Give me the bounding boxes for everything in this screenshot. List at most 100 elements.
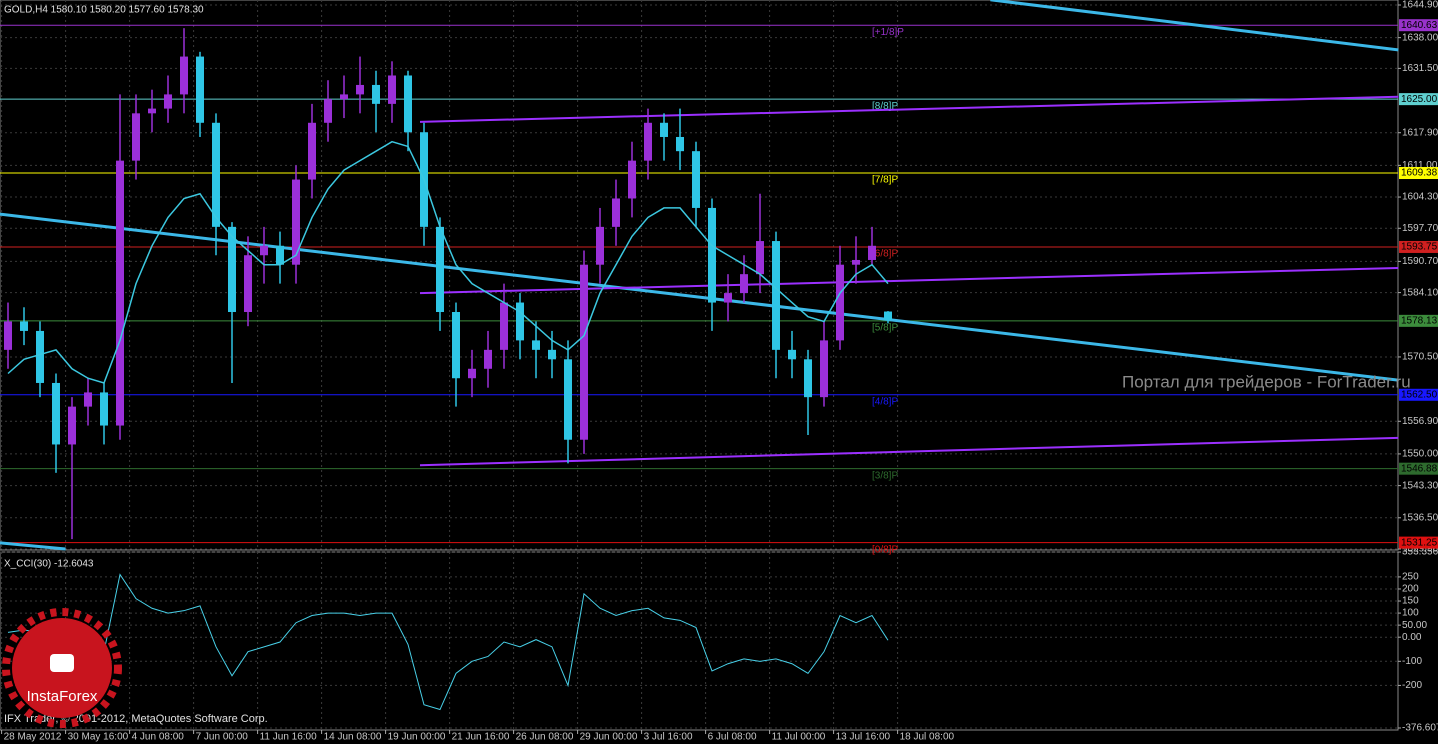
candle-body bbox=[468, 368, 476, 379]
candle-body bbox=[692, 151, 700, 208]
candle-body bbox=[564, 359, 572, 440]
candle-body bbox=[452, 312, 460, 379]
candle-body bbox=[820, 340, 828, 398]
y-tick-label: 1550.00 bbox=[1402, 449, 1438, 460]
candle-body bbox=[148, 108, 156, 114]
candle-body bbox=[580, 264, 588, 440]
y-tick-label: 0.00 bbox=[1402, 632, 1422, 643]
grid bbox=[0, 0, 1398, 730]
candle-body bbox=[676, 136, 684, 152]
chart-header: GOLD,H4 1580.10 1580.20 1577.60 1578.30 bbox=[4, 5, 204, 16]
level-price-label: 1625.00 bbox=[1401, 94, 1438, 105]
candle-body bbox=[132, 113, 140, 161]
candle-body bbox=[164, 94, 172, 109]
x-tick-label: 7 Jun 00:00 bbox=[196, 732, 249, 743]
y-tick-label: 1543.30 bbox=[1402, 480, 1438, 491]
level-price-label: 1546.88 bbox=[1401, 463, 1438, 474]
x-tick-label: 11 Jul 00:00 bbox=[772, 732, 826, 743]
candle-body bbox=[116, 160, 124, 426]
level-price-box bbox=[1399, 167, 1438, 180]
candle-body bbox=[724, 293, 732, 303]
candle-body bbox=[228, 226, 236, 313]
level-label: [8/8]P bbox=[872, 101, 898, 112]
y-tick-label: -200 bbox=[1402, 680, 1422, 691]
candle-body bbox=[308, 122, 316, 180]
x-tick-label: 11 Jun 16:00 bbox=[260, 732, 318, 743]
level-price-box bbox=[1399, 314, 1438, 327]
y-tick-label: 1604.30 bbox=[1402, 192, 1438, 203]
y-tick-label: 1644.90 bbox=[1402, 0, 1438, 11]
candle-body bbox=[196, 56, 204, 123]
candle-body bbox=[372, 84, 380, 104]
y-tick-label: 1590.70 bbox=[1402, 256, 1438, 267]
y-tick-label: 100 bbox=[1402, 608, 1419, 619]
candle-body bbox=[356, 84, 364, 95]
x-tick-label: 4 Jun 08:00 bbox=[132, 732, 185, 743]
candle-body bbox=[84, 392, 92, 407]
y-tick-label: 1584.10 bbox=[1402, 287, 1438, 298]
x-tick-label: 14 Jun 08:00 bbox=[324, 732, 382, 743]
candle-body bbox=[36, 330, 44, 383]
x-tick-label: 13 Jul 16:00 bbox=[836, 732, 891, 743]
trendline bbox=[990, 0, 1399, 52]
candle-body bbox=[500, 302, 508, 350]
candle-body bbox=[772, 241, 780, 350]
level-label: [0/8]P bbox=[872, 544, 898, 555]
candle-body bbox=[740, 274, 748, 294]
candle-body bbox=[324, 99, 332, 123]
level-price-label: 1609.38 bbox=[1401, 168, 1438, 179]
watermark: Портал для трейдеров - ForTrader.ru bbox=[1122, 372, 1411, 391]
x-tick-label: 21 Jun 16:00 bbox=[452, 732, 510, 743]
level-price-label: 1578.13 bbox=[1401, 315, 1438, 326]
y-tick-label: 1570.50 bbox=[1402, 352, 1438, 363]
level-price-box bbox=[1399, 388, 1438, 401]
candle-body bbox=[68, 406, 76, 445]
level-price-label: 1640.63 bbox=[1401, 20, 1438, 31]
candle-body bbox=[660, 122, 668, 137]
level-label: [+1/8]P bbox=[872, 27, 904, 38]
y-tick-label: 1617.90 bbox=[1402, 127, 1438, 138]
x-tick-label: 30 May 16:00 bbox=[68, 732, 129, 743]
level-price-box bbox=[1399, 93, 1438, 106]
level-label: [3/8]P bbox=[872, 470, 898, 481]
indicator-title: X_CCI(30) -12.6043 bbox=[4, 559, 94, 570]
candle-body bbox=[788, 349, 796, 360]
x-tick-label: 6 Jul 08:00 bbox=[708, 732, 757, 743]
y-tick-label: 200 bbox=[1402, 584, 1419, 595]
level-price-box bbox=[1399, 536, 1438, 549]
candle-body bbox=[52, 382, 60, 445]
y-tick-label: 353.356 bbox=[1402, 547, 1438, 558]
candle-body bbox=[644, 122, 652, 161]
x-tick-label: 19 Jun 00:00 bbox=[388, 732, 446, 743]
y-tick-label: 1536.50 bbox=[1402, 512, 1438, 523]
level-price-label: 1531.25 bbox=[1401, 537, 1438, 548]
logo-icon bbox=[50, 654, 74, 672]
candle-body bbox=[532, 340, 540, 350]
candle-body bbox=[884, 311, 892, 321]
logo: InstaForex bbox=[2, 608, 122, 728]
candle-body bbox=[340, 94, 348, 100]
x-tick-label: 3 Jul 16:00 bbox=[644, 732, 693, 743]
level-label: [4/8]P bbox=[872, 396, 898, 407]
level-price-label: 1562.50 bbox=[1401, 389, 1438, 400]
candle-body bbox=[836, 264, 844, 341]
y-tick-label: 1529.90 bbox=[1402, 544, 1438, 555]
candle-body bbox=[388, 75, 396, 104]
trendline bbox=[419, 95, 1399, 123]
moving-average bbox=[7, 140, 889, 384]
candle-body bbox=[404, 75, 412, 133]
x-tick-label: 28 May 2012 bbox=[4, 732, 62, 743]
y-tick-label: -376.607 bbox=[1402, 723, 1438, 734]
level-price-box bbox=[1399, 462, 1438, 475]
candle-body bbox=[180, 56, 188, 95]
candle-body bbox=[628, 160, 636, 199]
candle-body bbox=[4, 321, 12, 350]
y-tick-label: 1597.70 bbox=[1402, 223, 1438, 234]
level-label: [6/8]P bbox=[872, 249, 898, 260]
indicator-window bbox=[0, 551, 1399, 731]
level-price-box bbox=[1399, 19, 1438, 32]
candle-body bbox=[548, 349, 556, 360]
trendline bbox=[419, 436, 1399, 467]
level-price-box bbox=[1399, 240, 1438, 253]
